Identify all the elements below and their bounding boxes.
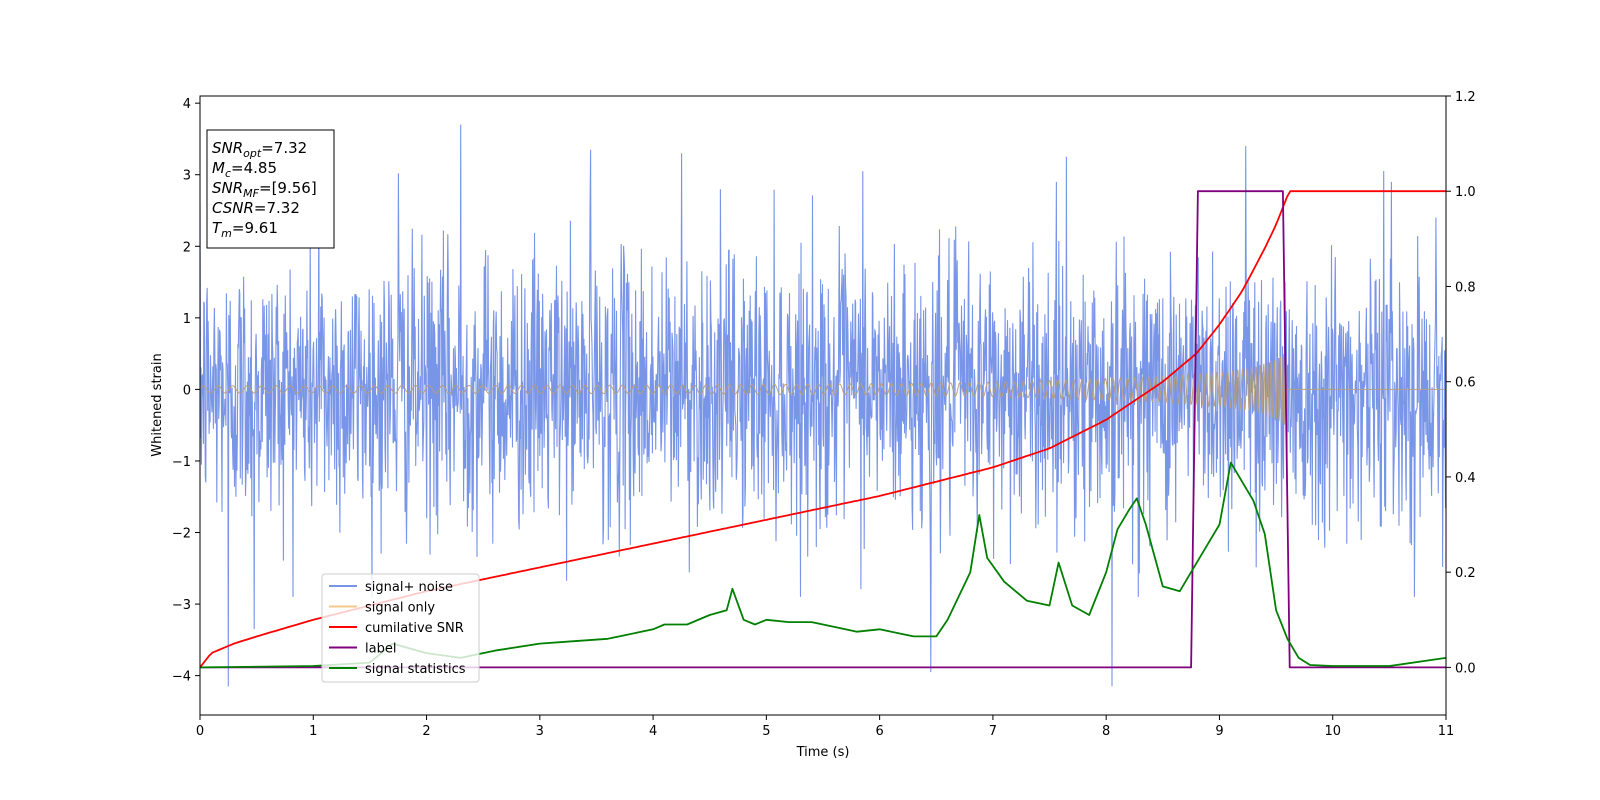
y-right-tick-label: 0.2 [1455,566,1476,581]
y-left-tick-label: −4 [172,670,191,685]
legend: signal+ noise signal only cumilative SNR la… [321,573,480,683]
y-right-tick-label: 0.4 [1455,471,1476,486]
signal-statistics-line [200,461,1446,669]
annotation-line: Tm=9.61 [212,219,278,240]
x-tick-label: 11 [1438,724,1455,739]
signal-noise-line [200,124,1446,687]
y-left-tick-label: −1 [172,455,191,470]
annotation-line: Mc=4.85 [212,159,277,180]
axes-layer: 0 1 2 3 4 5 6 7 8 9 10 11 −4 −3 −2 −1 0 1 2 3 4 0.0 0.2 0.4 0.6 0… [172,90,1476,739]
y-left-tick-label: 0 [183,383,191,398]
x-tick-label: 6 [875,724,883,739]
y-right-tick-label: 0.8 [1455,280,1476,295]
annotation-line: SNRopt=7.32 [212,139,307,160]
y-axis-title: Whitened strain [150,353,165,456]
legend-label: signal+ noise [365,580,453,595]
x-tick-label: 10 [1324,724,1341,739]
label-line [200,190,1446,669]
x-tick-label: 3 [536,724,544,739]
legend-frame [321,573,480,683]
annotation-line: SNRMF=[9.56] [212,179,317,200]
annotation-line: CSNR=7.32 [212,199,300,217]
legend-label: cumilative SNR [365,621,464,636]
x-tick-label: 9 [1215,724,1223,739]
x-tick-label: 8 [1102,724,1110,739]
plot-frame [199,95,1447,716]
x-axis-title: Time (s) [796,745,850,760]
y-left-tick-label: −3 [172,598,191,613]
y-left-tick-label: 3 [183,169,191,184]
x-tick-label: 5 [762,724,770,739]
annotation-frame [206,129,335,249]
y-left-tick-label: 2 [183,240,191,255]
y-left-tick-label: 4 [183,97,191,112]
y-right-tick-label: 1.0 [1455,185,1476,200]
x-tick-label: 2 [422,724,430,739]
y-right-tick-label: 0.6 [1455,376,1476,391]
x-tick-label: 0 [196,724,204,739]
x-tick-label: 1 [309,724,317,739]
legend-label: signal only [365,601,435,616]
legend-label: label [365,642,396,657]
y-right-tick-label: 0.0 [1455,661,1476,676]
x-tick-label: 7 [989,724,997,739]
series-layer [200,124,1446,687]
y-left-tick-label: 1 [183,312,191,327]
legend-label: signal statistics [365,662,466,677]
y-left-tick-label: −2 [172,527,191,542]
y-right-tick-label: 1.2 [1455,90,1476,105]
signal-only-line [200,356,1446,425]
x-tick-label: 4 [649,724,657,739]
